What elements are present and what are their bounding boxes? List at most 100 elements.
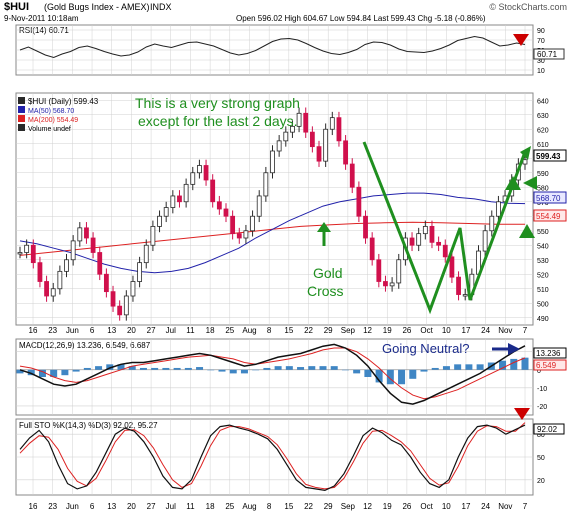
price-candle — [117, 305, 123, 316]
w-pattern-arrow-head — [520, 146, 531, 160]
price-candle — [77, 227, 83, 242]
price-candle — [163, 207, 169, 217]
macd-histogram-bar — [431, 367, 439, 370]
y-tick-sto: 50 — [537, 455, 545, 462]
macd-histogram-bar — [465, 364, 473, 370]
price-candle — [323, 128, 329, 162]
legend-volume: Volume undef — [28, 126, 71, 133]
x-tick-label: Jul — [166, 326, 176, 335]
price-candle — [197, 165, 202, 174]
macd-histogram-bar — [499, 360, 507, 370]
macd-line — [19, 343, 526, 405]
macd-histogram-bar — [375, 369, 383, 383]
macd-histogram-bar — [319, 366, 327, 370]
y-tick-labels: 9070503010640630620610600590580570560550… — [537, 28, 549, 485]
x-tick-label: 12 — [363, 326, 372, 335]
ma50-line — [19, 192, 526, 274]
macd-histogram-bar — [117, 364, 125, 370]
sto-down-arrow — [514, 408, 530, 420]
x-tick-label: Jul — [166, 502, 176, 511]
quote-line: Open 596.02 High 604.67 Low 594.84 Last … — [236, 14, 486, 23]
y-tick-price: 620 — [537, 127, 549, 134]
x-tick-label: 8 — [267, 326, 272, 335]
macd-histogram-bar — [61, 369, 69, 376]
price-candle — [130, 281, 136, 297]
exchange: INDX — [150, 2, 172, 12]
y-tick-macd: -10 — [537, 386, 547, 393]
macd-histogram-bar — [521, 357, 529, 370]
x-tick-label: 12 — [363, 502, 372, 511]
price-candle — [456, 276, 461, 295]
price-candle — [496, 201, 501, 217]
price-candle — [24, 244, 30, 253]
price-candle — [270, 150, 275, 174]
x-tick-label: 13 — [107, 326, 116, 335]
x-tick-label: 24 — [481, 502, 490, 511]
x-tick-label: Oct — [420, 326, 433, 335]
going-neutral-arrow-head — [508, 343, 520, 355]
x-tick-label: 7 — [523, 502, 528, 511]
annotations: This is a very strong graph except for t… — [135, 34, 537, 420]
price-candle — [150, 225, 156, 246]
price-candle — [183, 183, 189, 203]
x-tick-label: 6 — [90, 502, 95, 511]
w-pattern-line — [362, 141, 527, 315]
price-candle — [17, 252, 23, 255]
macd-histogram-bar — [386, 369, 394, 385]
y-tick-macd: -20 — [537, 404, 547, 411]
price-candle — [389, 282, 395, 287]
x-tick-label: 26 — [402, 502, 411, 511]
y-tick-price: 610 — [537, 142, 549, 149]
macd-histogram-bar — [95, 366, 103, 370]
value-tags: 60.71 599.43 568.70 554.49 13.236 6.549 … — [533, 48, 567, 435]
price-candle — [30, 244, 36, 264]
chart-marks — [16, 35, 533, 492]
y-tick-price: 640 — [537, 98, 549, 105]
ma200-tag-box — [533, 209, 567, 222]
price-candle — [103, 273, 109, 293]
legend-swatch-volume — [18, 124, 25, 131]
x-tick-label: 11 — [186, 502, 195, 511]
macd-histogram-bar — [510, 358, 518, 370]
macd-histogram-bar — [218, 369, 226, 372]
macd-histogram-bar — [27, 369, 35, 376]
price-candle — [256, 195, 262, 217]
x-tick-label: Oct — [420, 502, 433, 511]
x-tick-label: 18 — [206, 326, 215, 335]
price-candle — [303, 112, 309, 133]
macd-histogram-bar — [207, 369, 215, 371]
macd-histogram-bar — [72, 369, 80, 372]
macd-histogram-bar — [83, 367, 91, 370]
ma50-tag: 568.70 — [536, 194, 561, 203]
macd-histogram-bar — [409, 369, 417, 379]
x-tick-label: 15 — [284, 502, 293, 511]
y-tick-price: 510 — [537, 287, 549, 294]
price-candle — [203, 165, 209, 181]
macd-histogram-bar — [330, 366, 338, 370]
index-name: (Gold Bugs Index - AMEX) — [44, 2, 150, 12]
macd-histogram-bar — [38, 369, 46, 377]
sto-label: Full STO %K(14,3) %D(3) 92.02, 95.27 — [19, 421, 158, 430]
x-tick-label: Jun — [66, 502, 79, 511]
grid-lines — [16, 25, 533, 495]
watermark: © StockCharts.com — [489, 2, 567, 12]
macd-histogram-bar — [50, 369, 58, 377]
macd-label: MACD(12,26,9) 13.236, 6.549, 6.687 — [19, 341, 151, 350]
macd-histogram-bar — [442, 366, 450, 370]
price-candle — [216, 201, 222, 210]
price-candle — [190, 172, 196, 185]
price-candle — [236, 233, 242, 239]
x-tick-label: 13 — [107, 502, 116, 511]
price-candle — [309, 131, 315, 148]
rsi-line — [19, 35, 526, 59]
macd-signal-line — [19, 347, 526, 400]
y-tick-rsi: 10 — [537, 68, 545, 75]
rsi-down-arrow — [513, 34, 529, 46]
macd-histogram-bar — [341, 369, 349, 371]
rsi-label: RSI(14) 60.71 — [19, 26, 69, 35]
price-candle — [429, 225, 435, 243]
macd-histogram-bar — [184, 367, 192, 370]
price-candle — [44, 281, 49, 297]
x-tick-label: 20 — [127, 326, 136, 335]
